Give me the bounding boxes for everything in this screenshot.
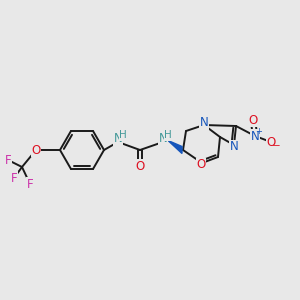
Polygon shape [168, 140, 182, 154]
Text: O: O [196, 158, 206, 172]
Text: N: N [159, 133, 167, 146]
Text: O: O [32, 143, 40, 157]
Text: O: O [248, 113, 258, 127]
Text: N: N [114, 133, 122, 146]
Text: O: O [135, 160, 145, 172]
Text: F: F [5, 154, 11, 166]
Text: F: F [11, 172, 17, 184]
Text: N: N [230, 140, 238, 154]
Text: −: − [272, 141, 280, 151]
Text: N: N [200, 116, 208, 130]
Text: F: F [27, 178, 33, 190]
Text: O: O [266, 136, 276, 148]
Text: +: + [256, 127, 262, 136]
Text: N: N [250, 130, 260, 142]
Text: H: H [119, 130, 127, 140]
Text: H: H [164, 130, 172, 140]
